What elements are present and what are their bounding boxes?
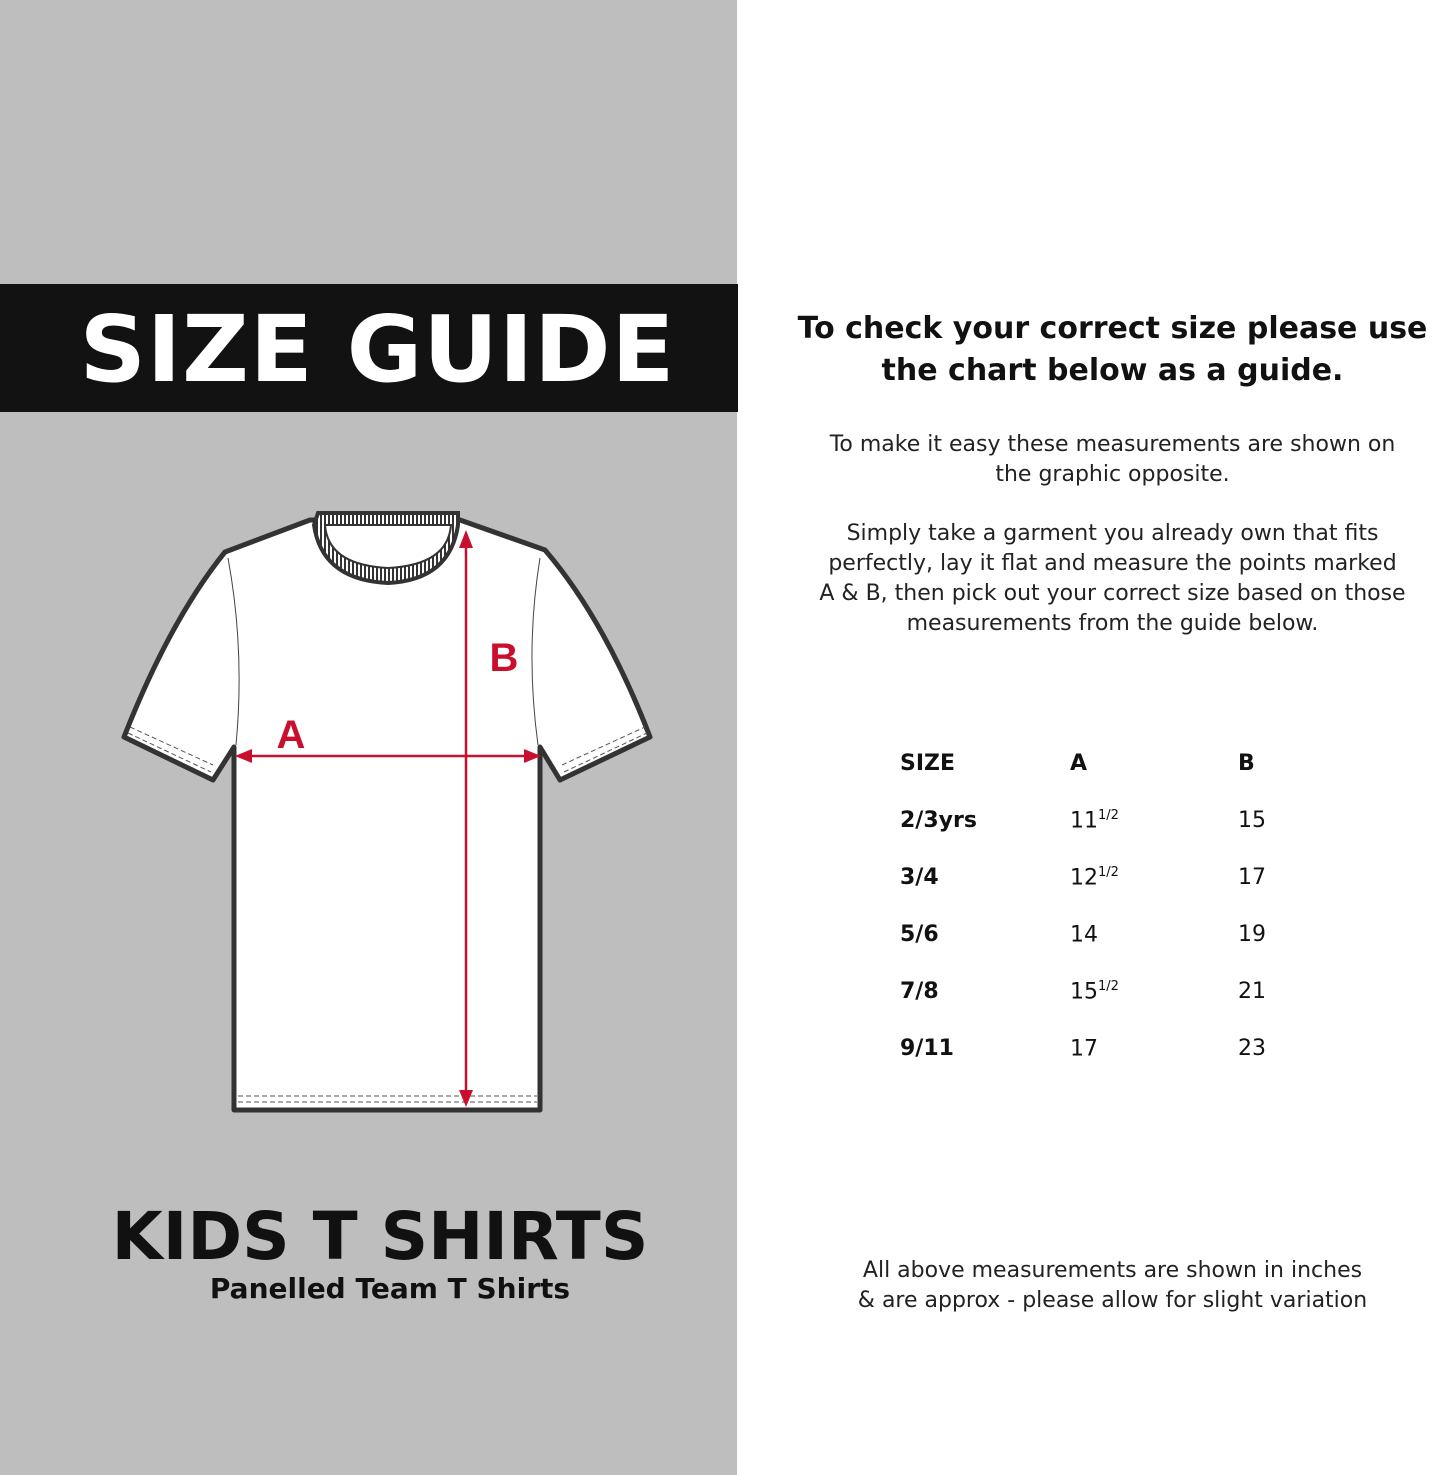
text-line: Simply take a garment you already own th… <box>846 521 1379 546</box>
arrow-b-bottom-head <box>459 1090 473 1107</box>
a-cell: 17 <box>1070 1020 1238 1077</box>
a-value: 14 <box>1070 922 1098 948</box>
label-b: B <box>490 636 519 680</box>
a-value: 12 <box>1070 865 1098 891</box>
size-cell: 3/4 <box>900 865 939 890</box>
header-size: SIZE <box>900 751 956 776</box>
table-row: 2/3yrs 111/2 15 <box>900 792 1266 849</box>
size-cell: 5/6 <box>900 922 939 947</box>
measure-arrows <box>235 530 541 1107</box>
size-cell: 9/11 <box>900 1036 954 1061</box>
a-value: 17 <box>1070 1036 1098 1062</box>
text-line: To make it easy these measurements are s… <box>829 432 1396 457</box>
b-cell: 15 <box>1238 808 1266 833</box>
instruction-heading: To check your correct size please use th… <box>790 308 1435 392</box>
header-b: B <box>1238 751 1255 776</box>
a-fraction: 1/2 <box>1098 807 1119 823</box>
heading-line: the chart below as a guide. <box>881 353 1344 388</box>
table-row: 9/11 17 23 <box>900 1020 1266 1077</box>
page-title: SIZE GUIDE <box>79 296 676 403</box>
a-fraction: 1/2 <box>1098 864 1119 880</box>
arrow-a-left-head <box>235 749 252 763</box>
text-line: measurements from the guide below. <box>906 611 1319 636</box>
tshirt-outline <box>121 511 653 1113</box>
size-cell: 7/8 <box>900 979 939 1004</box>
tshirt-diagram: A B <box>121 511 653 1113</box>
title-bar <box>0 284 738 412</box>
heading-line: To check your correct size please use <box>797 311 1428 346</box>
table-row: 3/4 121/2 17 <box>900 849 1266 906</box>
b-cell: 21 <box>1238 979 1266 1004</box>
a-cell: 111/2 <box>1070 792 1238 849</box>
text-line: A & B, then pick out your correct size b… <box>819 581 1406 606</box>
b-cell: 19 <box>1238 922 1266 947</box>
a-value: 11 <box>1070 808 1098 834</box>
size-cell: 2/3yrs <box>900 808 977 833</box>
b-cell: 23 <box>1238 1036 1266 1061</box>
text-line: All above measurements are shown in inch… <box>862 1258 1363 1283</box>
a-cell: 14 <box>1070 906 1238 963</box>
instruction-paragraph-2: Simply take a garment you already own th… <box>790 519 1435 639</box>
arrow-a-right-head <box>524 749 541 763</box>
product-title: KIDS T SHIRTS <box>111 1198 649 1275</box>
header-a: A <box>1070 751 1088 776</box>
table-row: 5/6 14 19 <box>900 906 1266 963</box>
measurement-note: All above measurements are shown in inch… <box>790 1256 1435 1316</box>
arrow-b-top-head <box>459 530 473 548</box>
a-fraction: 1/2 <box>1098 978 1119 994</box>
text-line: perfectly, lay it flat and measure the p… <box>828 551 1397 576</box>
a-cell: 151/2 <box>1070 963 1238 1020</box>
label-a: A <box>277 713 306 757</box>
a-cell: 121/2 <box>1070 849 1238 906</box>
text-line: the graphic opposite. <box>995 462 1230 487</box>
size-table: SIZE A B 2/3yrs 111/2 15 3/4 121/2 17 5/… <box>900 735 1266 1077</box>
table-row: 7/8 151/2 21 <box>900 963 1266 1020</box>
text-line: & are approx - please allow for slight v… <box>857 1288 1368 1313</box>
a-value: 15 <box>1070 979 1098 1005</box>
table-header-row: SIZE A B <box>900 735 1266 792</box>
product-subtitle: Panelled Team T Shirts <box>209 1272 571 1305</box>
b-cell: 17 <box>1238 865 1266 890</box>
instruction-paragraph-1: To make it easy these measurements are s… <box>790 430 1435 490</box>
